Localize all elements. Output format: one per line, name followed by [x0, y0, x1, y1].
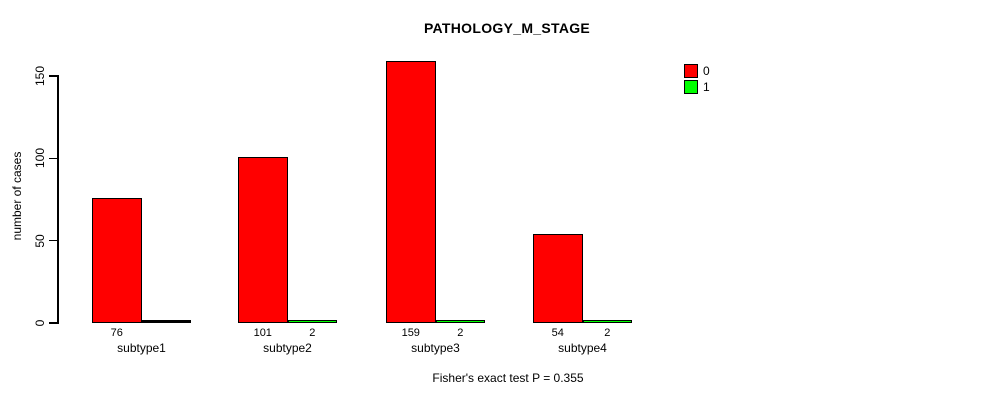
y-tick-label: 100	[33, 148, 47, 169]
legend-swatch-icon	[684, 63, 698, 78]
legend-label: 1	[703, 79, 710, 94]
legend-entry-1: 1	[684, 79, 710, 94]
bar-subtype2-series-0	[238, 157, 288, 323]
bar-subtype2-series-1	[287, 320, 337, 323]
bar-subtype4-series-1	[582, 320, 632, 323]
x-axis-category-label: subtype1	[117, 341, 166, 355]
bar-count-label: 159	[401, 326, 420, 339]
x-axis-category-label: subtype3	[411, 341, 460, 355]
y-tick-label: 150	[33, 65, 47, 87]
stat-test-caption: Fisher's exact test P = 0.355	[432, 371, 584, 385]
bar-subtype3-series-1	[435, 320, 485, 323]
y-tick-mark	[49, 322, 58, 324]
y-tick-mark	[49, 157, 58, 160]
y-axis-title: number of cases	[10, 151, 24, 241]
bar-count-label: 76	[110, 326, 123, 339]
legend-label: 0	[703, 63, 710, 78]
bar-count-label: 2	[604, 326, 611, 339]
legend-swatch-icon	[684, 79, 698, 94]
bar-subtype1-series-0	[92, 198, 142, 323]
x-axis-category-label: subtype2	[263, 341, 312, 355]
x-axis-category-label: subtype4	[558, 341, 607, 355]
y-tick-mark	[49, 75, 58, 77]
bar-count-label: 2	[457, 326, 464, 339]
bar-subtype3-series-0	[386, 61, 436, 323]
bar-subtype4-series-0	[533, 234, 583, 323]
y-tick-label: 0	[33, 319, 47, 327]
y-axis-line	[57, 75, 59, 324]
bar-subtype1-series-1	[141, 320, 191, 323]
chart-title: PATHOLOGY_M_STAGE	[423, 20, 591, 36]
bar-count-label: 101	[253, 326, 272, 339]
bar-count-label: 2	[309, 326, 316, 339]
legend-entry-0: 0	[684, 63, 710, 78]
y-tick-label: 50	[33, 233, 47, 248]
bar-count-label: 54	[551, 326, 564, 339]
y-tick-mark	[49, 239, 58, 242]
